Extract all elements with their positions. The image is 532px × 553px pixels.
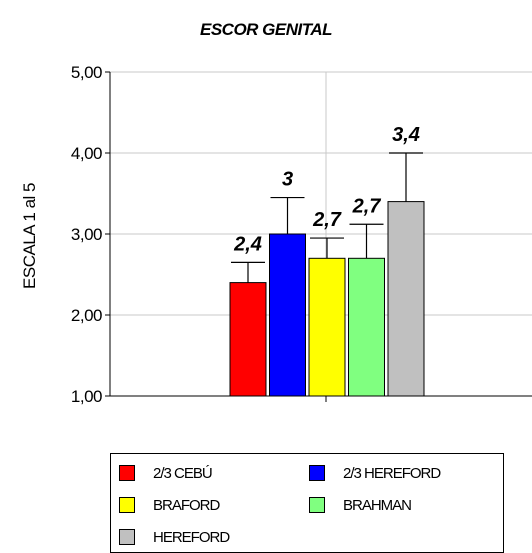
- y-tick-label: 4,00: [71, 144, 102, 163]
- chart-title: ESCOR GENITAL: [199, 20, 333, 39]
- data-label: 2,7: [352, 195, 382, 217]
- legend-item: 2/3 HEREFORD: [309, 462, 441, 484]
- legend-label: HEREFORD: [153, 528, 230, 546]
- legend: 2/3 CEBÚ 2/3 HEREFORD BRAFORD BRAHMAN HEREFO…: [110, 453, 504, 553]
- y-tick-label: 2,00: [71, 306, 102, 325]
- legend-item: 2/3 CEBÚ: [119, 462, 213, 484]
- chart-plot: 1,00 2,00 3,00 4,00 5,00 2,4 3 2,7 2,7 3,4: [71, 63, 532, 406]
- bar: [308, 257, 346, 397]
- legend-swatch: [119, 497, 135, 513]
- legend-swatch: [309, 465, 325, 481]
- legend-label: 2/3 HEREFORD: [343, 464, 441, 482]
- legend-label: BRAFORD: [153, 496, 220, 514]
- bar: [387, 201, 425, 397]
- legend-swatch: [119, 465, 135, 481]
- y-tick-label: 1,00: [71, 387, 102, 406]
- bar: [348, 257, 385, 397]
- legend-swatch: [119, 529, 135, 545]
- legend-label: 2/3 CEBÚ: [153, 464, 213, 482]
- legend-swatch: [309, 497, 325, 513]
- data-label: 2,4: [233, 233, 262, 255]
- y-tick-label: 3,00: [71, 225, 102, 244]
- data-label: 2,7: [312, 209, 342, 231]
- bar: [229, 282, 267, 397]
- legend-item: HEREFORD: [119, 526, 230, 548]
- y-tick-label: 5,00: [71, 63, 102, 82]
- legend-item: BRAFORD: [119, 494, 220, 516]
- data-label: 3: [282, 169, 293, 191]
- bar: [269, 233, 306, 397]
- legend-label: BRAHMAN: [343, 496, 412, 514]
- data-label: 3,4: [392, 124, 420, 146]
- legend-item: BRAHMAN: [309, 494, 412, 516]
